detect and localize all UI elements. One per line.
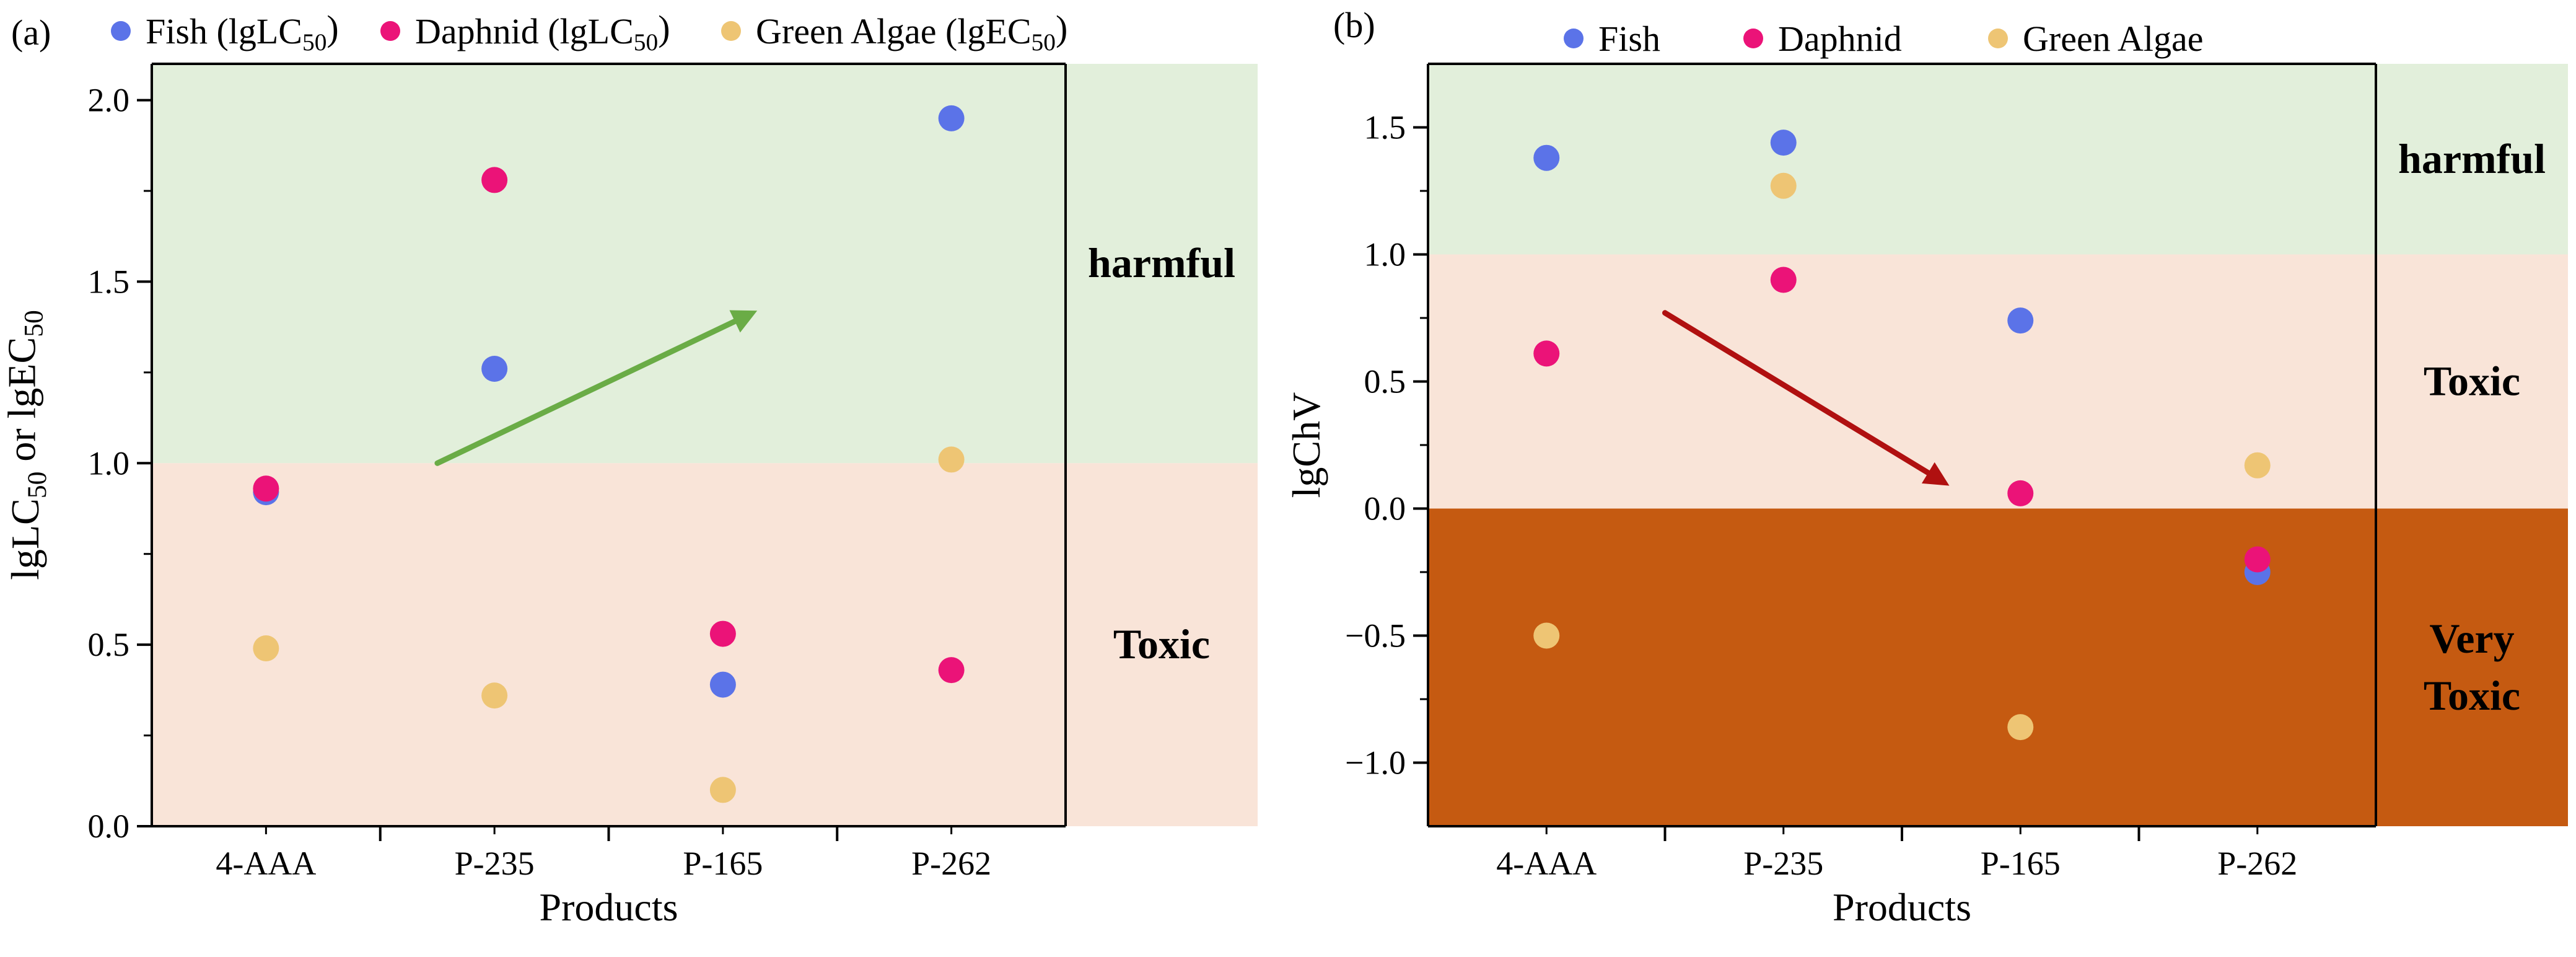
zone-label-toxic: Toxic [1113, 620, 1210, 668]
zone-band-harmful [152, 64, 1258, 464]
zone-label-toxic: Toxic [2424, 358, 2520, 405]
x-axis-label: Products [540, 885, 678, 929]
data-point-green-algae-p-262 [938, 446, 965, 473]
y-tick-label: 1.0 [88, 444, 130, 482]
legend-marker-green [1988, 29, 2008, 48]
legend-marker-daphnid [1743, 29, 1763, 48]
legend-marker-fish [1564, 29, 1584, 48]
data-point-green-algae-p-165 [709, 777, 736, 803]
panel-label: (a) [11, 12, 51, 53]
data-point-daphnid-4-aaa [253, 475, 279, 502]
x-tick-label: P-262 [911, 845, 991, 882]
zone-label-very-toxic-0: Very [2429, 615, 2514, 662]
y-tick-label: −1.0 [1345, 744, 1406, 782]
zone-label-harmful: harmful [2398, 135, 2546, 182]
trend-arrow-shaft [1662, 310, 1931, 476]
legend-label-daphnid: Daphnid (lgLC50) [415, 8, 670, 56]
data-point-green-algae-4-aaa [253, 635, 279, 661]
x-tick-label: P-165 [683, 845, 763, 882]
legend-label-fish: Fish (lgLC50) [146, 8, 339, 56]
panel-label: (b) [1333, 5, 1375, 45]
data-point-fish-p-235 [481, 356, 508, 382]
legend-label-fish: Fish [1598, 19, 1660, 59]
trend-arrow-head [729, 310, 758, 333]
y-axis-label: lgLC50 or lgEC50 [0, 310, 52, 580]
data-point-daphnid-4-aaa [1533, 340, 1560, 367]
chart-panel-b: harmful Toxic Very Toxic −1.0 −0.5 0.0 0.5 1.0 1.… [1284, 5, 2568, 929]
data-point-daphnid-p-165 [709, 620, 736, 647]
zone-label-harmful: harmful [1088, 239, 1235, 286]
x-tick-label: P-235 [455, 845, 535, 882]
data-point-daphnid-p-235 [481, 167, 508, 193]
legend-marker-daphnid [380, 21, 400, 41]
y-tick-label: 2.0 [88, 82, 130, 119]
x-axis-label: Products [1833, 885, 1971, 929]
data-point-daphnid-p-235 [1770, 267, 1797, 293]
y-tick-label: 0.5 [88, 626, 130, 663]
data-point-fish-p-262 [938, 105, 965, 131]
chart-panel-a: harmful Toxic 0.0 0.5 1.0 1.5 2.0 4-AAA P-235 P-1… [0, 8, 1258, 929]
x-tick-label: P-262 [2217, 845, 2297, 882]
zone-band-harmful [1428, 64, 2568, 255]
x-tick-label: P-235 [1743, 845, 1823, 882]
x-tick-label: P-165 [1981, 845, 2061, 882]
legend-label-green: Green Algae [2023, 19, 2203, 59]
legend-label-daphnid: Daphnid [1778, 19, 1902, 59]
x-tick-label: 4-AAA [216, 845, 316, 882]
data-point-daphnid-p-165 [2007, 480, 2034, 506]
data-point-daphnid-p-262 [2244, 546, 2271, 573]
zone-band-very-toxic [1428, 508, 2568, 826]
y-tick-label: 0.5 [1364, 363, 1406, 400]
data-point-green-algae-p-235 [1770, 172, 1797, 199]
data-point-green-algae-p-165 [2007, 714, 2034, 741]
y-tick-label: 1.0 [1364, 236, 1406, 273]
trend-arrow-head [1921, 462, 1950, 486]
data-point-fish-4-aaa [1533, 144, 1560, 171]
x-tick-label: 4-AAA [1496, 845, 1597, 882]
legend-label-green: Green Algae (lgEC50) [756, 8, 1067, 56]
legend-marker-fish [111, 21, 131, 41]
data-point-fish-p-235 [1770, 130, 1797, 156]
zone-band-toxic [152, 463, 1258, 826]
zone-label-very-toxic-1: Toxic [2424, 672, 2520, 719]
y-tick-label: 1.5 [88, 263, 130, 300]
data-point-fish-p-165 [2007, 307, 2034, 334]
y-tick-label: −0.5 [1345, 617, 1406, 655]
data-point-fish-p-165 [709, 671, 736, 698]
data-point-green-algae-p-262 [2244, 452, 2271, 478]
y-tick-label: 1.5 [1364, 109, 1406, 146]
data-point-green-algae-4-aaa [1533, 622, 1560, 649]
zone-band-toxic [1428, 254, 2568, 509]
data-point-daphnid-p-262 [938, 657, 965, 684]
trend-arrow-shaft [434, 318, 738, 466]
y-tick-label: 0.0 [1364, 490, 1406, 527]
y-tick-label: 0.0 [88, 808, 130, 845]
legend-marker-green [721, 21, 741, 41]
data-point-green-algae-p-235 [481, 682, 508, 709]
y-axis-label: lgChV [1284, 392, 1328, 498]
